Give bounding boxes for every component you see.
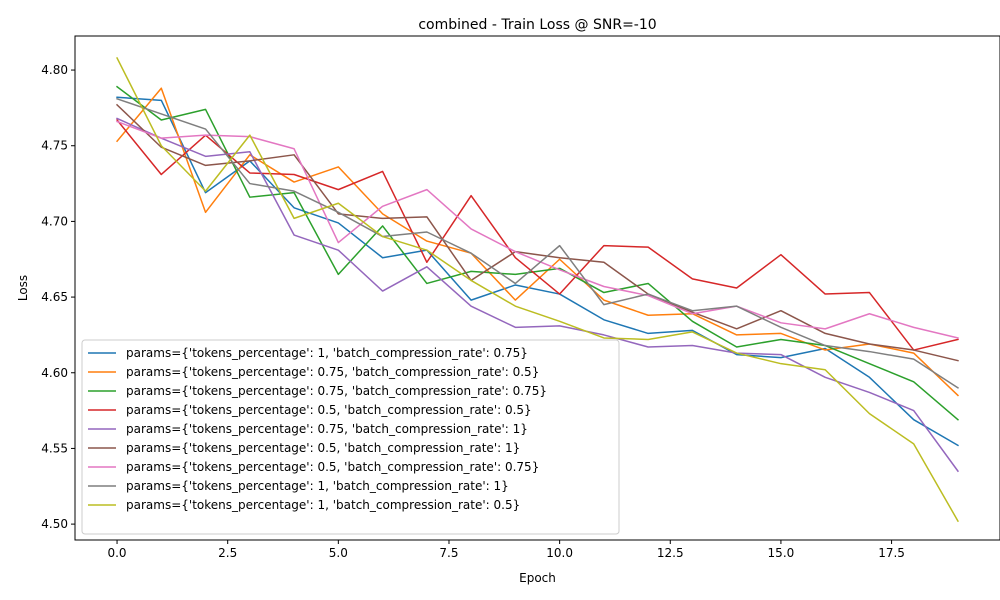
x-tick-label: 2.5 [218,546,237,560]
x-tick-label: 7.5 [439,546,458,560]
series-line-6 [115,103,959,362]
x-tick-label: 10.0 [546,546,573,560]
y-tick-label: 4.65 [41,290,68,304]
series-line-8 [116,97,959,389]
x-axis-label: Epoch [519,571,556,585]
y-tick-label: 4.60 [41,366,68,380]
series-line-9 [116,56,959,523]
series-line-7 [116,120,959,339]
y-axis-label: Loss [16,275,30,301]
series-line-1 [116,96,959,447]
legend-entry: params={'tokens_percentage': 0.5, 'batch… [126,403,532,417]
legend-entry: params={'tokens_percentage': 0.75, 'batc… [126,422,528,436]
legend-entry: params={'tokens_percentage': 0.75, 'batc… [126,384,547,398]
x-tick-label: 0.0 [107,546,126,560]
x-tick-label: 12.5 [657,546,684,560]
legend-entry: params={'tokens_percentage': 0.5, 'batch… [126,460,539,474]
legend: params={'tokens_percentage': 1, 'batch_c… [81,339,620,535]
legend-entry: params={'tokens_percentage': 1, 'batch_c… [126,346,528,360]
x-tick-label: 17.5 [878,546,905,560]
series-line-3 [115,85,960,421]
x-tick-label: 5.0 [329,546,348,560]
y-axis-ticks: 4.50 4.55 4.60 4.65 4.70 4.75 4.80 [41,63,75,531]
legend-entry: params={'tokens_percentage': 0.5, 'batch… [126,441,520,455]
y-tick-label: 4.70 [41,214,68,228]
y-tick-label: 4.50 [41,517,68,531]
legend-entry: params={'tokens_percentage': 1, 'batch_c… [126,479,509,493]
y-tick-label: 4.80 [41,63,68,77]
y-tick-label: 4.55 [41,441,68,455]
x-axis-ticks: 0.0 2.5 5.0 7.5 10.0 12.5 15.0 17.5 [107,540,905,560]
plot-lines [115,56,960,523]
legend-box [81,339,620,535]
legend-entry: params={'tokens_percentage': 1, 'batch_c… [126,498,520,512]
chart-title: combined - Train Loss @ SNR=-10 [418,17,656,33]
series-line-5 [116,117,959,473]
y-tick-label: 4.75 [41,139,68,153]
plot-frame [74,35,1000,541]
series-line-4 [115,118,959,351]
legend-entry: params={'tokens_percentage': 0.75, 'batc… [126,365,539,379]
x-tick-label: 15.0 [768,546,795,560]
